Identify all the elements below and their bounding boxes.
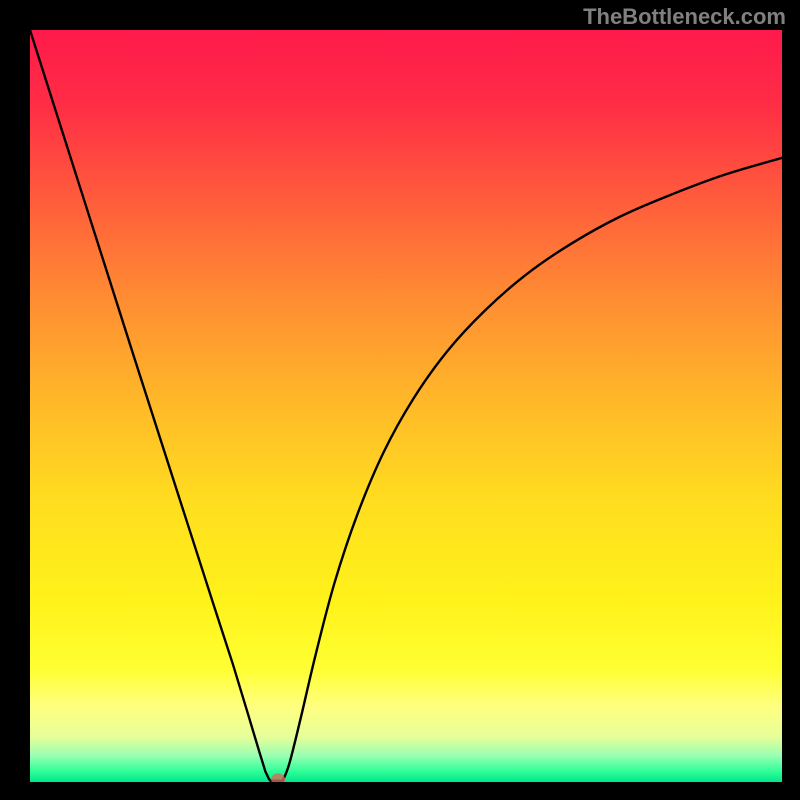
bottleneck-curve xyxy=(30,30,782,782)
watermark-text: TheBottleneck.com xyxy=(583,4,786,30)
plot-area xyxy=(30,30,782,782)
minimum-marker xyxy=(271,773,285,782)
curve-layer xyxy=(30,30,782,782)
